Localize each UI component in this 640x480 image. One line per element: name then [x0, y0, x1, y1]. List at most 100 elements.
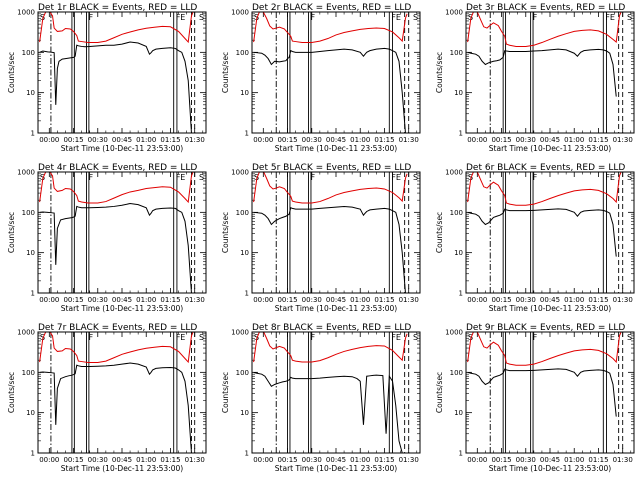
y-tick-label: 1000: [231, 329, 249, 337]
y-tick-label: 10: [26, 249, 35, 257]
y-tick-label: 1: [31, 290, 35, 298]
y-tick-label: 1: [31, 130, 35, 138]
y-tick-label: 1000: [445, 169, 463, 177]
chart-panel-8: Det 8r BLACK = Events, RED = LLD 1 10 100 10…: [221, 323, 421, 473]
series-group: [467, 12, 622, 97]
y-tick-label: 10: [454, 409, 463, 417]
x-tick-label: 01:00: [136, 296, 156, 304]
y-tick-label: 100: [22, 209, 35, 217]
x-tick-label: 01:30: [399, 136, 419, 144]
marker-label-start: S: [468, 333, 473, 342]
marker-label-flare: F: [88, 13, 93, 22]
y-tick-label: 1: [245, 290, 249, 298]
x-tick-label: 00:45: [540, 296, 560, 304]
x-tick-label: 00:15: [277, 296, 297, 304]
chart-panel-5: Det 5r BLACK = Events, RED = LLD 1 10 100 10…: [221, 163, 421, 313]
marker-label-flare: F: [311, 173, 316, 182]
y-tick-label: 1000: [17, 329, 35, 337]
x-tick-label: 01:00: [564, 296, 584, 304]
y-axis-title: Counts/sec: [435, 52, 444, 93]
marker-label-start: S: [254, 13, 259, 22]
y-axis-title: Counts/sec: [435, 212, 444, 253]
x-tick-label: 00:30: [302, 136, 322, 144]
x-tick-label: 00:45: [326, 296, 346, 304]
marker-label-flare: F: [533, 173, 538, 182]
series-line-lld: [467, 12, 622, 47]
marker-label-end: S: [627, 333, 632, 342]
series-group: [467, 332, 622, 417]
y-axis-title: Counts/sec: [7, 52, 16, 93]
x-axis-title: Start Time (10-Dec-11 23:53:00): [275, 304, 397, 313]
y-axis-title: Counts/sec: [221, 52, 230, 93]
y-axis-title: Counts/sec: [7, 372, 16, 413]
x-tick-label: 01:30: [399, 456, 419, 464]
y-tick-label: 1000: [17, 169, 35, 177]
marker-label-start: S: [468, 13, 473, 22]
x-tick-label: 00:00: [253, 296, 273, 304]
marker-label-start: S: [40, 333, 45, 342]
x-axis-title: Start Time (10-Dec-11 23:53:00): [275, 144, 397, 153]
marker-label-end: S: [413, 333, 418, 342]
chart-panel-4: Det 4r BLACK = Events, RED = LLD 1 10 100 10…: [7, 163, 207, 313]
chart-panel-9: Det 9r BLACK = Events, RED = LLD 1 10 100 10…: [435, 323, 635, 473]
y-axis-title: Counts/sec: [7, 212, 16, 253]
y-tick-label: 1: [245, 130, 249, 138]
marker-label-flare-end: FE: [605, 173, 615, 182]
y-tick-label: 10: [26, 409, 35, 417]
marker-label-flare-end: FE: [605, 333, 615, 342]
y-tick-label: 100: [22, 369, 35, 377]
plot-frame: [251, 171, 421, 294]
x-tick-label: 00:00: [253, 456, 273, 464]
marker-label-end: S: [627, 173, 632, 182]
x-tick-label: 01:15: [160, 456, 180, 464]
series-line-events: [39, 362, 192, 453]
series-line-events: [253, 47, 406, 133]
x-tick-label: 01:15: [160, 296, 180, 304]
series-line-events: [253, 205, 406, 293]
marker-label-flare: F: [311, 333, 316, 342]
y-axis-title: Counts/sec: [221, 372, 230, 413]
plot-frame: [251, 11, 421, 134]
marker-label-flare: F: [533, 13, 538, 22]
panel-title: Det 7r BLACK = Events, RED = LLD: [38, 323, 197, 333]
series-group: [39, 332, 194, 453]
y-tick-label: 1: [459, 290, 463, 298]
y-tick-label: 1000: [445, 329, 463, 337]
x-tick-label: 01:30: [185, 136, 205, 144]
plot-frame: [465, 11, 635, 134]
panel-title: Det 5r BLACK = Events, RED = LLD: [252, 163, 411, 173]
marker-label-flare-end: FE: [176, 13, 186, 22]
marker-label-end: S: [627, 13, 632, 22]
x-tick-label: 00:00: [253, 136, 273, 144]
x-tick-label: 00:45: [112, 456, 132, 464]
x-tick-label: 01:15: [374, 456, 394, 464]
x-tick-label: 00:15: [63, 136, 83, 144]
chart-panel-3: Det 3r BLACK = Events, RED = LLD 1 10 100 10…: [435, 3, 635, 153]
y-tick-label: 100: [450, 209, 463, 217]
x-tick-label: 00:45: [112, 136, 132, 144]
panel-title: Det 6r BLACK = Events, RED = LLD: [466, 163, 625, 173]
y-tick-label: 1000: [231, 9, 249, 17]
marker-label-flare: F: [311, 13, 316, 22]
x-tick-label: 00:45: [540, 136, 560, 144]
x-tick-label: 01:30: [399, 296, 419, 304]
y-tick-label: 10: [240, 409, 249, 417]
x-axis-title: Start Time (10-Dec-11 23:53:00): [489, 304, 611, 313]
x-tick-label: 00:30: [516, 136, 536, 144]
marker-label-start: S: [254, 173, 259, 182]
x-tick-label: 01:30: [185, 456, 205, 464]
y-tick-label: 100: [450, 49, 463, 57]
y-tick-label: 1000: [17, 9, 35, 17]
x-tick-label: 00:45: [326, 456, 346, 464]
x-axis-title: Start Time (10-Dec-11 23:53:00): [61, 144, 183, 153]
series-line-events: [39, 203, 192, 293]
series-line-lld: [39, 172, 194, 204]
plot-frame: [465, 171, 635, 294]
x-tick-label: 00:30: [302, 456, 322, 464]
x-tick-label: 01:15: [374, 136, 394, 144]
series-line-lld: [253, 12, 408, 44]
y-tick-label: 1: [459, 450, 463, 458]
marker-label-end: S: [199, 13, 204, 22]
x-tick-label: 01:00: [564, 136, 584, 144]
series-group: [39, 172, 194, 293]
